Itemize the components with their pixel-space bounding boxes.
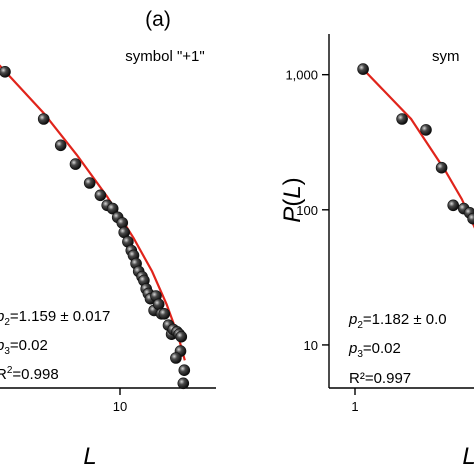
panel-a-data-point-25 <box>158 307 171 320</box>
panel-a-data-point-1 <box>37 113 50 125</box>
panel-b-data-point-4 <box>447 199 460 212</box>
panel-b-symbol-label: sym <box>432 48 460 65</box>
panel-a-points <box>0 66 191 390</box>
panel-a: (a) symbol "+1" 10 L p2=1.159 ± 0.017 p3… <box>0 8 216 470</box>
panel-a-data-point-35 <box>177 377 190 390</box>
panel-b-data-point-0 <box>357 63 369 75</box>
panel-a-stat-p2: p2=1.159 ± 0.017 <box>0 308 110 328</box>
panel-b-data-point-7 <box>467 212 474 225</box>
panel-a-data-point-7 <box>106 202 119 215</box>
panel-a-data-point-4 <box>83 177 96 189</box>
panel-b-data-point-2 <box>420 124 432 136</box>
panel-b-y-tick-label-0: 10 <box>304 338 318 353</box>
panel-b-data-point-1 <box>396 113 408 125</box>
panel-b-x-tick-label: 1 <box>351 399 358 414</box>
panel-b-y-tick-label-2: 1,000 <box>285 68 318 83</box>
panel-a-symbol-label: symbol "+1" <box>125 48 204 65</box>
panel-a-x-tick-label: 10 <box>113 399 127 414</box>
panel-b-stat-p3: p3=0.02 <box>348 340 401 360</box>
panel-b-data-point-3 <box>435 161 448 174</box>
panel-a-data-point-33 <box>170 352 182 364</box>
panel-b-stat-p2: p2=1.182 ± 0.0 <box>348 311 447 331</box>
panel-b-points <box>357 63 474 225</box>
panel-b-y-ticks: 10 100 1,000 <box>285 68 329 353</box>
panel-a-data-point-3 <box>69 158 82 170</box>
panel-b-x-axis-label: L <box>462 443 474 470</box>
panel-a-data-point-0 <box>0 66 11 78</box>
panel-b-y-tick-label-1: 100 <box>296 203 318 218</box>
panel-a-label: (a) <box>145 8 171 31</box>
panel-a-data-point-34 <box>178 364 191 377</box>
panel-a-data-point-2 <box>54 139 67 152</box>
panel-a-data-point-9 <box>116 217 129 229</box>
panel-b-y-axis-label: P(L) <box>279 177 306 222</box>
panel-a-data-point-5 <box>94 189 107 202</box>
panel-a-x-axis-label: L <box>83 443 96 470</box>
panel-a-stat-r2: R2=0.998 <box>0 365 59 383</box>
panel-a-data-point-31 <box>175 330 188 343</box>
panel-b: sym 10 100 1,000 1 L P(L) p2=1.182 ± 0.0 p… <box>279 34 474 470</box>
panel-a-stat-p3: p3=0.02 <box>0 337 48 357</box>
panel-b-stat-r2: R²=0.997 <box>349 370 411 387</box>
